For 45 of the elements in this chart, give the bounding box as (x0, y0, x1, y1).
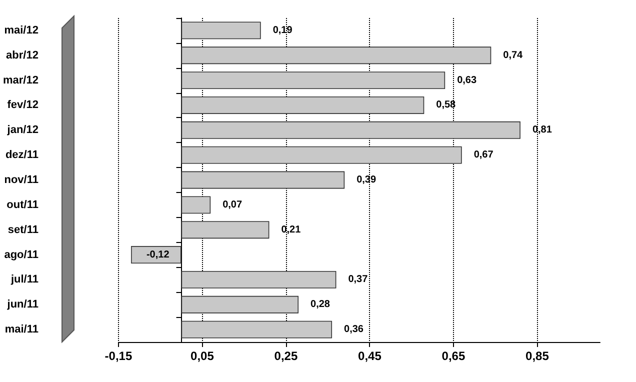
bar (181, 121, 520, 139)
bar (181, 22, 261, 40)
bar (131, 246, 182, 264)
bar (181, 46, 492, 64)
y-tick-label: jun/11 (6, 298, 38, 311)
x-tick-label: 0,05 (190, 349, 214, 363)
data-label: 0,81 (532, 124, 552, 136)
y-tick-label: dez/11 (5, 149, 38, 162)
bar (181, 146, 462, 164)
bar (181, 72, 446, 90)
y-tick-label: jan/12 (6, 124, 38, 136)
data-label: 0,21 (281, 224, 302, 236)
bar (181, 296, 299, 314)
y-tick-label: ago/11 (4, 248, 38, 261)
data-label: 0,07 (222, 199, 242, 210)
data-label: 0,37 (348, 274, 368, 286)
data-label: 0,67 (474, 150, 494, 161)
data-label: -0,12 (146, 249, 170, 260)
x-tick-label: 0,25 (274, 349, 298, 363)
data-label: 0,58 (436, 100, 456, 111)
data-label: 0,19 (272, 24, 293, 36)
y-tick-label: fev/12 (7, 99, 38, 112)
data-label: 0,36 (344, 324, 364, 336)
y-tick-label: mai/11 (4, 324, 38, 336)
bar (181, 171, 345, 189)
data-label: 0,28 (310, 299, 330, 310)
x-tick-label: 0,65 (442, 349, 466, 363)
bar (181, 270, 336, 288)
x-tick-label: 0,45 (358, 349, 382, 363)
y-tick-label: mai/12 (4, 24, 38, 36)
y-tick-label: mar/12 (2, 74, 38, 86)
x-tick-label: -0,15 (104, 349, 132, 363)
y-tick-label: nov/11 (4, 174, 38, 186)
data-label: 0,63 (457, 74, 477, 86)
x-tick-label: 0,85 (526, 349, 550, 363)
bar (181, 96, 424, 114)
y-tick-label: jul/11 (10, 274, 38, 286)
y-tick-label: out/11 (6, 198, 38, 211)
data-label: 0,74 (503, 50, 524, 61)
bar (181, 221, 270, 239)
data-label: 0,39 (356, 174, 376, 186)
y-tick-label: abr/12 (6, 49, 38, 62)
bar (181, 196, 211, 214)
y-tick-label: set/11 (8, 224, 38, 236)
bar (181, 320, 332, 338)
